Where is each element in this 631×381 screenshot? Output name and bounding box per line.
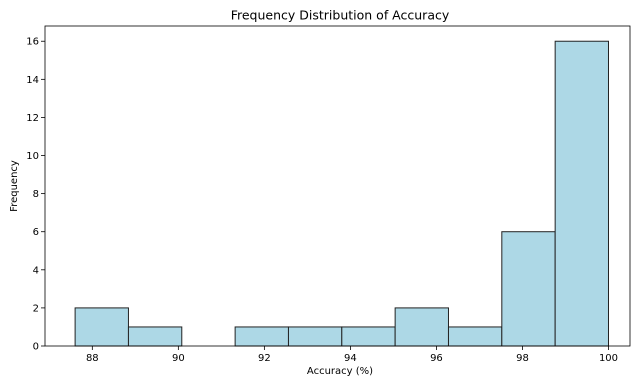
- x-tick-label: 88: [86, 353, 99, 364]
- y-tick-label: 14: [26, 75, 39, 86]
- histogram-bar: [394, 307, 449, 347]
- histogram-bar: [287, 326, 343, 347]
- x-tick-label: 100: [599, 353, 618, 364]
- y-tick-label: 2: [33, 303, 39, 314]
- x-axis-label: Accuracy (%): [307, 366, 373, 376]
- y-tick-label: 0: [33, 342, 39, 353]
- histogram-bar: [127, 326, 183, 347]
- x-axis-ticks: 88 90 92 94 96 98 100: [86, 346, 618, 364]
- x-tick-label: 98: [516, 353, 529, 364]
- y-axis-ticks: 0 2 4 6 8 10 12 14 16: [26, 37, 45, 353]
- x-tick-label: 90: [172, 353, 185, 364]
- x-tick-label: 92: [258, 353, 271, 364]
- histogram-bar: [501, 231, 556, 347]
- histogram-bar: [554, 40, 609, 347]
- y-tick-label: 10: [26, 151, 39, 162]
- histogram-bar: [234, 326, 289, 347]
- x-tick-label: 94: [344, 353, 357, 364]
- y-tick-label: 4: [33, 265, 39, 276]
- y-axis-label: Frequency: [9, 160, 20, 212]
- y-tick-label: 12: [26, 113, 39, 124]
- plot-frame: [44, 25, 631, 347]
- y-tick-label: 6: [33, 227, 39, 238]
- x-tick-label: 96: [430, 353, 443, 364]
- y-tick-label: 8: [33, 189, 39, 200]
- histogram-bar: [341, 326, 396, 347]
- histogram-bar: [74, 307, 129, 347]
- y-tick-label: 16: [26, 37, 39, 48]
- bars-group: [74, 40, 609, 347]
- histogram-bar: [447, 326, 503, 347]
- chart-title: Frequency Distribution of Accuracy: [231, 8, 450, 23]
